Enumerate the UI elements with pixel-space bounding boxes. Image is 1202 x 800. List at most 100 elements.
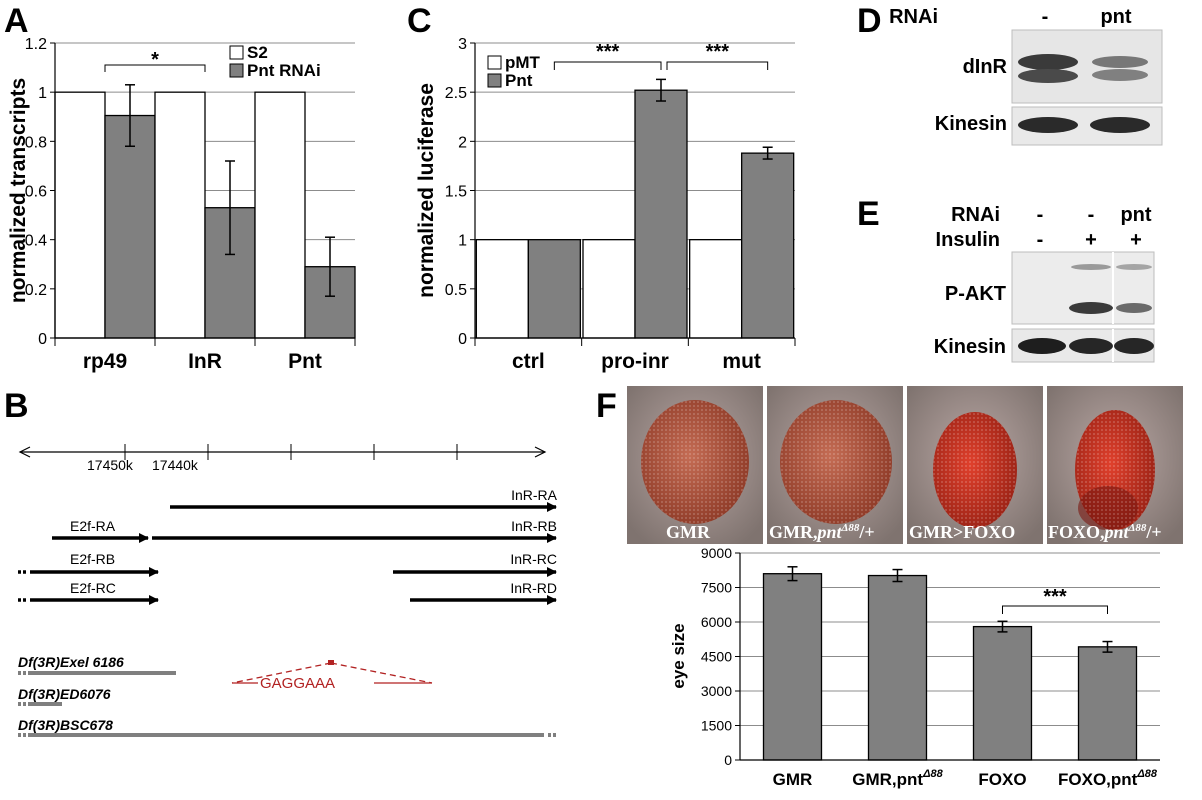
e-rnai-lane-2: - — [1088, 204, 1095, 226]
d-band-dinr-1 — [1018, 54, 1078, 70]
e-insulin-lane-3: + — [1130, 229, 1142, 251]
f-significance-bracket — [1002, 605, 1108, 614]
b-deletion-seq: GAGGAAA — [260, 675, 335, 692]
d-lane-2: pnt — [1100, 6, 1131, 28]
a-category-label: InR — [188, 350, 222, 373]
a-category-label: rp49 — [83, 350, 127, 373]
c-category-label: mut — [722, 350, 761, 373]
f-category-label: FOXO,pntΔ88 — [1058, 768, 1158, 789]
a-ytick-label: 0.8 — [25, 134, 47, 151]
e-band-kinesin-3 — [1114, 338, 1154, 354]
c-bar — [475, 239, 529, 339]
b-label-e2f-rb: E2f-RB — [70, 551, 115, 567]
f-significance-star: *** — [1043, 586, 1067, 608]
c-ytick-label: 2 — [458, 134, 467, 151]
c-bar — [527, 239, 581, 339]
b-deletion-site — [328, 660, 334, 665]
a-significance-bracket — [104, 64, 206, 72]
c-bar — [689, 239, 743, 339]
e-row-pakt: P-AKT — [945, 283, 1006, 305]
a-bar — [104, 114, 156, 339]
e-band-pakt-2 — [1069, 302, 1113, 314]
b-label-e2f-ra: E2f-RA — [70, 518, 116, 534]
chart-a: 0 0.2 0.4 0.6 0.8 1 1.2 rp49 InR Pnt normalized tr… — [7, 36, 356, 373]
d-band-dinr-2b — [1092, 69, 1148, 81]
a-ylabel: normalized transcripts — [7, 78, 30, 303]
a-ytick-label: 1 — [38, 85, 47, 102]
c-ytick-label: 1 — [458, 233, 467, 250]
b-deletion-right — [330, 662, 433, 684]
c-significance-star-1: *** — [596, 41, 620, 63]
c-ytick-label: 0 — [458, 331, 467, 348]
d-band-kinesin-1 — [1018, 117, 1078, 133]
c-legend-pmt: pMT — [505, 53, 541, 72]
panel-label-d: D — [857, 2, 882, 40]
panel-label-a: A — [4, 2, 29, 40]
b-label-inr-rc: InR-RC — [510, 551, 557, 567]
b-df-exel6186: Df(3R)Exel 6186 — [18, 654, 124, 670]
panel-label-e: E — [857, 195, 880, 233]
c-bar — [582, 239, 636, 339]
b-axis-arrow-right — [534, 446, 547, 458]
e-rnai-label: RNAi — [951, 204, 1000, 226]
a-bar — [254, 91, 306, 339]
a-legend-pnt: Pnt RNAi — [247, 61, 321, 80]
eye-label-1: GMR — [666, 522, 711, 542]
e-band-pakt-upper-3 — [1116, 264, 1152, 270]
c-ytick-label: 3 — [458, 36, 467, 53]
f-ytick-label: 6000 — [701, 614, 732, 630]
d-rnai-label: RNAi — [889, 6, 938, 28]
a-legend-s2: S2 — [247, 43, 268, 62]
a-ytick-label: 0 — [38, 331, 47, 348]
eye-image-4 — [1047, 386, 1183, 544]
panel-b-map: 17450k 17440k InR-RA InR-RB InR-RC InR-R… — [18, 444, 558, 737]
eye-image-2 — [767, 386, 903, 544]
f-category-label: GMR — [773, 770, 813, 789]
e-band-pakt-upper-2 — [1071, 264, 1111, 270]
b-tick-label-1: 17450k — [87, 457, 134, 473]
chart-f: 0 1500 3000 4500 6000 7500 9000 GMR GMR,pntΔ88 FO… — [669, 545, 1160, 789]
f-bar — [1077, 646, 1138, 761]
c-ytick-label: 2.5 — [445, 85, 467, 102]
c-legend-swatch-pnt — [487, 73, 502, 88]
b-label-inr-rd: InR-RD — [510, 580, 557, 596]
f-ytick-label: 9000 — [701, 545, 732, 561]
c-significance-star-2: *** — [706, 41, 730, 63]
a-ytick-label: 0.4 — [25, 233, 47, 250]
f-category-label: GMR,pntΔ88 — [852, 768, 943, 789]
d-band-dinr-1b — [1018, 69, 1078, 83]
f-ytick-label: 1500 — [701, 718, 732, 734]
e-insulin-label: Insulin — [936, 229, 1000, 251]
f-ylabel: eye size — [669, 623, 688, 688]
a-legend-swatch-pnt — [229, 63, 244, 78]
a-significance-star: * — [151, 49, 159, 71]
a-legend-swatch-s2 — [229, 45, 244, 60]
panel-d-blot: RNAi - pnt dInR Kinesin — [889, 6, 1163, 146]
b-label-e2f-rc: E2f-RC — [70, 580, 116, 596]
panel-f-eyes: GMR GMR,pntΔ88/+ GMR>FOXO FOXO,pntΔ88/+ — [627, 386, 1183, 544]
b-label-inr-rb: InR-RB — [511, 518, 557, 534]
e-insulin-lane-2: + — [1085, 229, 1097, 251]
f-bar — [972, 625, 1033, 761]
b-axis-arrow-left — [18, 446, 31, 458]
c-ytick-label: 0.5 — [445, 282, 467, 299]
d-band-kinesin-2 — [1090, 117, 1150, 133]
d-band-dinr-2 — [1092, 56, 1148, 68]
panel-label-f: F — [596, 387, 617, 425]
e-rnai-lane-3: pnt — [1120, 204, 1151, 226]
chart-c: 0 0.5 1 1.5 2 2.5 3 ctrl pro-inr mut normalized lu… — [415, 36, 796, 373]
e-rnai-lane-1: - — [1037, 204, 1044, 226]
f-bar — [762, 573, 823, 761]
c-legend-pnt: Pnt — [505, 71, 533, 90]
f-ytick-label: 0 — [724, 752, 732, 768]
d-lane-1: - — [1042, 6, 1049, 28]
c-ylabel: normalized luciferase — [415, 83, 438, 298]
d-row-kinesin: Kinesin — [935, 113, 1007, 135]
eye-label-2: GMR,pntΔ88/+ — [769, 522, 875, 542]
a-ytick-label: 1.2 — [25, 36, 47, 53]
f-category-label: FOXO — [978, 770, 1026, 789]
panel-e-blot: RNAi Insulin - - pnt - + + P-AKT Kinesin — [934, 204, 1155, 363]
a-category-label: Pnt — [288, 350, 322, 373]
d-row-dinr: dInR — [963, 56, 1008, 78]
